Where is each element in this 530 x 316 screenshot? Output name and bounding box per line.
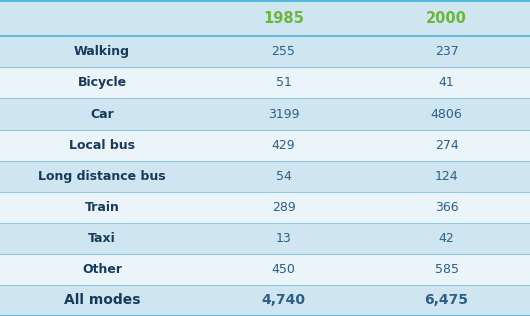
Text: Bicycle: Bicycle xyxy=(77,76,127,89)
Bar xyxy=(0,254,530,285)
Bar xyxy=(0,99,530,130)
Text: 54: 54 xyxy=(276,170,292,183)
Text: 13: 13 xyxy=(276,232,292,245)
Text: 6,475: 6,475 xyxy=(425,294,469,307)
Bar xyxy=(0,0,530,36)
Text: 450: 450 xyxy=(271,263,296,276)
Bar xyxy=(0,130,530,161)
Text: 1985: 1985 xyxy=(263,11,304,26)
Text: Train: Train xyxy=(85,201,119,214)
Text: 255: 255 xyxy=(271,46,296,58)
Text: 2000: 2000 xyxy=(426,11,467,26)
Text: 429: 429 xyxy=(272,139,295,152)
Text: 366: 366 xyxy=(435,201,458,214)
Text: 237: 237 xyxy=(435,46,458,58)
Bar xyxy=(0,67,530,99)
Text: Walking: Walking xyxy=(74,46,130,58)
Bar xyxy=(0,285,530,316)
Text: Car: Car xyxy=(90,107,114,120)
Text: 42: 42 xyxy=(439,232,454,245)
Bar xyxy=(0,161,530,192)
Text: 124: 124 xyxy=(435,170,458,183)
Text: 41: 41 xyxy=(439,76,454,89)
Text: 585: 585 xyxy=(435,263,458,276)
Bar xyxy=(0,223,530,254)
Text: Other: Other xyxy=(82,263,122,276)
Text: 289: 289 xyxy=(272,201,295,214)
Text: 4806: 4806 xyxy=(431,107,462,120)
Bar xyxy=(0,192,530,223)
Text: Local bus: Local bus xyxy=(69,139,135,152)
Bar xyxy=(0,36,530,67)
Text: 274: 274 xyxy=(435,139,458,152)
Text: 4,740: 4,740 xyxy=(261,294,306,307)
Text: 51: 51 xyxy=(276,76,292,89)
Text: All modes: All modes xyxy=(64,294,140,307)
Text: Taxi: Taxi xyxy=(88,232,116,245)
Text: 3199: 3199 xyxy=(268,107,299,120)
Text: Long distance bus: Long distance bus xyxy=(38,170,166,183)
